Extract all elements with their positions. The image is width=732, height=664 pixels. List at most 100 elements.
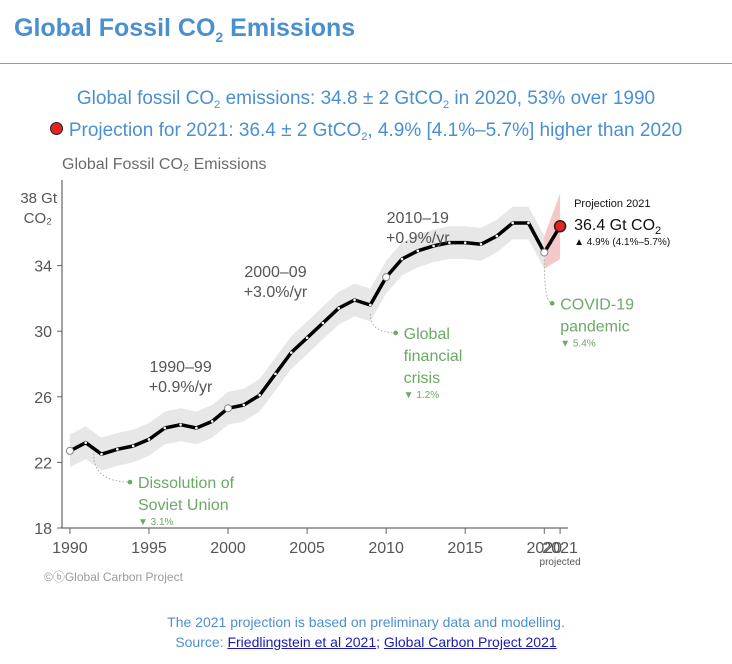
x-tick-label: 1995 bbox=[131, 540, 167, 557]
x-tick-label: 2005 bbox=[289, 540, 325, 557]
data-point bbox=[353, 298, 356, 302]
y-tick-label: 34 bbox=[34, 259, 52, 276]
title-text: Global Fossil CO bbox=[14, 14, 216, 42]
annotation-dot bbox=[549, 301, 555, 306]
event-label: COVID-19 bbox=[560, 296, 634, 313]
summary-text: Global fossil CO bbox=[76, 88, 215, 109]
slide-title: Global Fossil CO2 Emissions bbox=[14, 14, 355, 45]
title-text-end: Emissions bbox=[223, 14, 356, 42]
summary-text: , 4.9% [4.1%–5.7%] higher than 2020 bbox=[367, 120, 683, 141]
event-label: crisis bbox=[404, 370, 440, 387]
summary-line-2020: Global fossil CO2 emissions: 34.8 ± 2 Gt… bbox=[0, 86, 732, 118]
footer-source: Source: Friedlingstein et al 2021; Globa… bbox=[0, 632, 732, 652]
event-label: pandemic bbox=[560, 318, 629, 335]
data-point-marked bbox=[224, 404, 233, 413]
data-point bbox=[527, 221, 530, 225]
data-point bbox=[305, 336, 309, 340]
y-tick-label: 18 bbox=[34, 521, 52, 538]
annotation-dot bbox=[393, 330, 398, 336]
data-point bbox=[369, 303, 372, 307]
data-point bbox=[258, 393, 261, 397]
projection-marker-icon bbox=[49, 122, 63, 135]
data-point bbox=[84, 441, 88, 445]
event-label: Global bbox=[404, 326, 450, 343]
x-tick-label: 1990 bbox=[52, 540, 88, 557]
projection-value-subscript: 2 bbox=[655, 225, 661, 237]
event-change: ▼ 1.2% bbox=[404, 390, 440, 401]
data-point bbox=[400, 257, 404, 261]
x-tick-label: 2015 bbox=[447, 540, 483, 557]
source-link-friedlingstein[interactable]: Friedlingstein et al 2021 bbox=[227, 634, 377, 650]
data-point bbox=[100, 452, 103, 456]
projection-change: ▲ 4.9% (4.1%–5.7%) bbox=[574, 237, 670, 248]
data-point bbox=[432, 244, 435, 248]
data-point-marked bbox=[65, 446, 74, 455]
summary-line-projection: Projection for 2021: 36.4 ± 2 GtCO2, 4.9… bbox=[0, 118, 732, 150]
title-subscript: 2 bbox=[215, 29, 224, 45]
annotation-connector bbox=[543, 259, 553, 304]
summary-subscript: 2 bbox=[214, 99, 221, 111]
period-rate: +0.9%/yr bbox=[386, 230, 450, 247]
data-point bbox=[321, 321, 325, 325]
y-tick-label: 30 bbox=[34, 324, 52, 341]
y-axis-label: CO₂ bbox=[24, 210, 53, 227]
y-axis-label: 38 Gt bbox=[20, 190, 58, 207]
x-tick-label: 2020 bbox=[526, 540, 562, 557]
data-point-marked bbox=[382, 273, 391, 282]
data-point bbox=[448, 241, 451, 244]
data-point bbox=[463, 241, 467, 244]
summary-text: in 2020, 53% over 1990 bbox=[449, 88, 656, 109]
projection-heading: Projection 2021 bbox=[574, 198, 650, 210]
data-point bbox=[147, 438, 151, 441]
summary-subscript: 2 bbox=[361, 131, 368, 143]
summary-subscript: 2 bbox=[442, 99, 450, 111]
x-tick-label: 2000 bbox=[210, 540, 246, 557]
period-label: 2010–19 bbox=[387, 210, 449, 227]
summary-block: Global fossil CO2 emissions: 34.8 ± 2 Gt… bbox=[0, 86, 732, 150]
footer: The 2021 projection is based on prelimin… bbox=[0, 612, 732, 652]
source-label: Source: bbox=[175, 634, 228, 650]
data-point-marked bbox=[540, 248, 549, 257]
x-tick-sublabel: projected bbox=[540, 557, 581, 568]
data-point bbox=[116, 447, 119, 451]
data-point bbox=[210, 420, 214, 423]
chart-title: Global Fossil CO₂ Emissions bbox=[62, 156, 266, 173]
footer-note: The 2021 projection is based on prelimin… bbox=[167, 614, 565, 630]
event-label: Dissolution of bbox=[138, 475, 235, 492]
annotation-connector bbox=[369, 313, 396, 334]
data-point bbox=[495, 234, 499, 238]
period-rate: +0.9%/yr bbox=[149, 379, 213, 396]
data-point bbox=[242, 403, 246, 407]
data-point bbox=[163, 426, 167, 430]
summary-text: Projection for 2021: 36.4 ± 2 GtCO bbox=[68, 120, 362, 141]
event-label: financial bbox=[404, 348, 463, 365]
projection-uncertainty bbox=[544, 193, 561, 269]
data-point bbox=[416, 249, 420, 253]
data-point bbox=[179, 423, 182, 426]
event-change: ▼ 3.1% bbox=[138, 517, 174, 528]
summary-text: emissions: 34.8 ± 2 GtCO bbox=[220, 88, 443, 109]
data-point bbox=[195, 426, 198, 430]
data-point bbox=[289, 351, 293, 354]
chart-credit: ©ⓑGlobal Carbon Project bbox=[44, 570, 184, 584]
source-link-gcp[interactable]: Global Carbon Project 2021 bbox=[383, 634, 557, 650]
source-separator: ; bbox=[376, 634, 380, 650]
data-point bbox=[131, 444, 135, 448]
data-point bbox=[274, 372, 277, 376]
x-tick-label: 2010 bbox=[368, 540, 404, 557]
annotation-connector bbox=[93, 453, 130, 483]
y-tick-label: 26 bbox=[34, 390, 52, 407]
data-point bbox=[479, 242, 483, 246]
data-point bbox=[337, 306, 341, 310]
projection-point bbox=[553, 219, 567, 233]
period-rate: +3.0%/yr bbox=[244, 284, 308, 301]
event-change: ▼ 5.4% bbox=[560, 338, 596, 349]
event-label: Soviet Union bbox=[138, 497, 229, 514]
annotation-dot bbox=[127, 479, 133, 485]
y-tick-label: 22 bbox=[34, 455, 52, 472]
projection-value: 36.4 Gt CO2 bbox=[574, 217, 661, 237]
period-label: 1990–99 bbox=[149, 359, 211, 376]
title-divider bbox=[0, 63, 732, 64]
data-point bbox=[511, 221, 514, 225]
